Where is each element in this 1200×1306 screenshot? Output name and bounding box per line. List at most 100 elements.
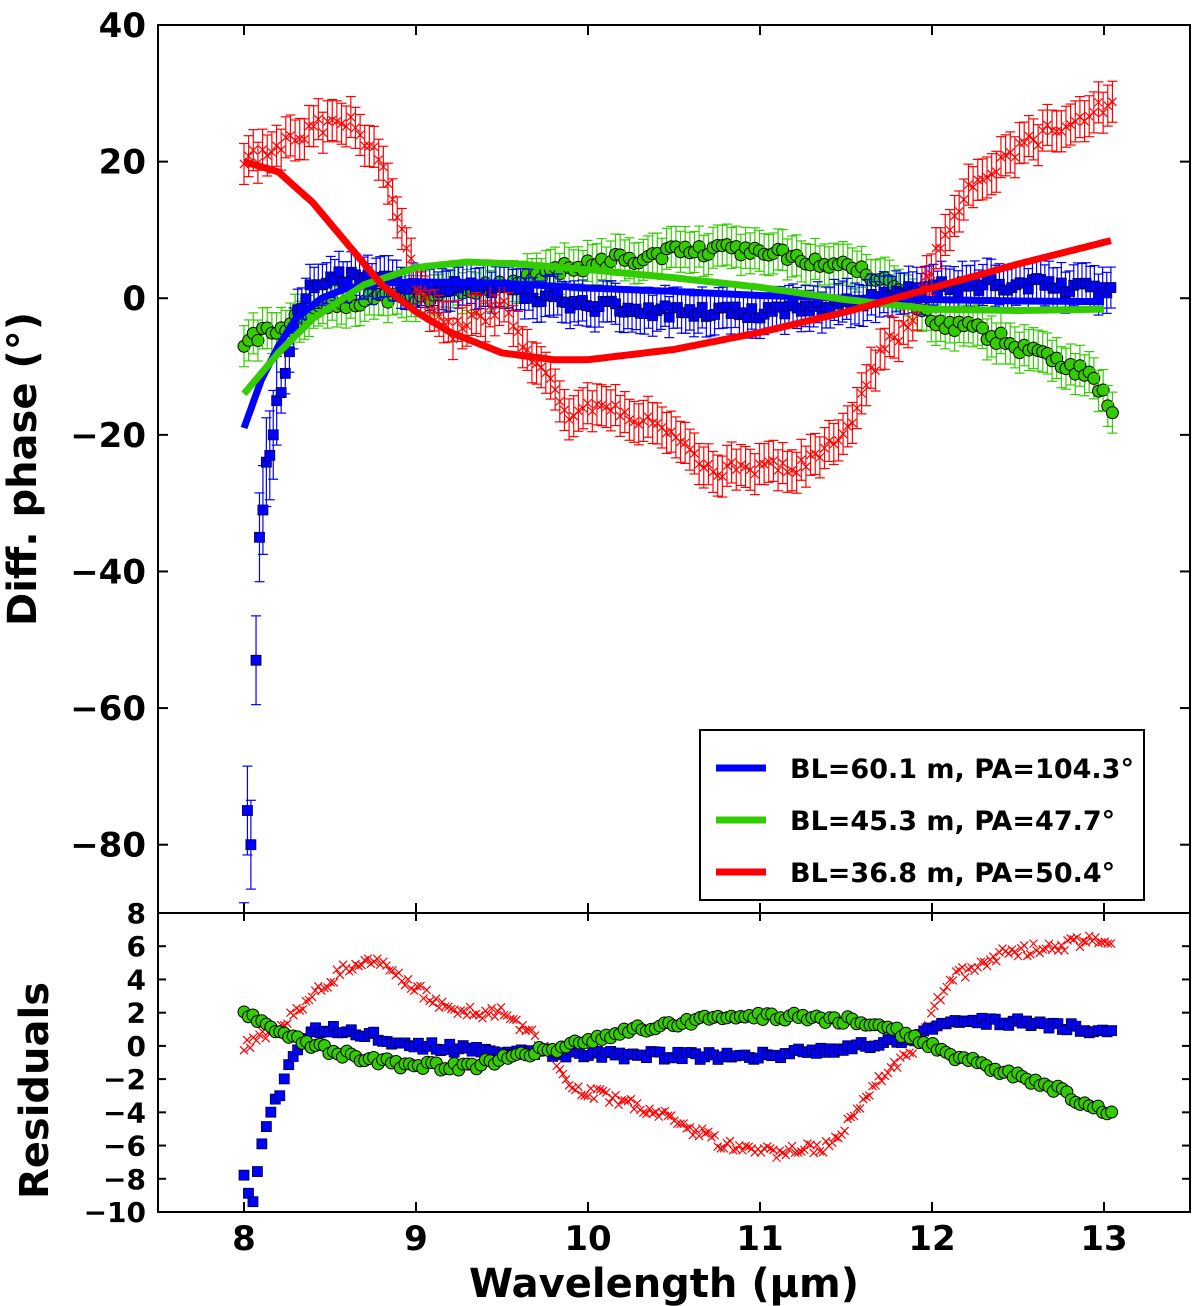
data-point <box>258 145 268 155</box>
residual-point <box>830 1132 840 1142</box>
data-point <box>663 311 675 323</box>
data-point <box>889 333 899 343</box>
model-line-series-2 <box>243 158 1112 364</box>
data-point-stroke <box>713 471 723 481</box>
residual-point-stroke <box>381 961 391 971</box>
residual-point-stroke <box>1050 941 1060 951</box>
data-point-stroke <box>341 121 351 131</box>
data-point-stroke <box>508 321 518 331</box>
residual-point <box>323 983 333 992</box>
data-point <box>611 400 620 410</box>
data-point <box>908 315 918 325</box>
residual-point-stroke <box>926 1008 936 1018</box>
data-point <box>333 266 345 278</box>
data-point <box>276 145 286 155</box>
residual-point <box>301 996 311 1006</box>
data-point-stroke <box>485 301 495 311</box>
residual-point-stroke <box>1103 939 1113 949</box>
residual-point <box>657 1107 667 1117</box>
data-point <box>829 439 839 449</box>
residual-point-stroke <box>521 1026 531 1036</box>
data-point-stroke <box>550 385 560 394</box>
data-point <box>490 310 500 320</box>
data-point <box>267 429 279 441</box>
data-point <box>402 243 411 253</box>
residual-point <box>251 1035 261 1045</box>
residual-point-stroke <box>1106 939 1116 948</box>
data-point <box>374 155 384 165</box>
residual-point <box>1075 942 1085 952</box>
legend: BL=60.1 m, PA=104.3° BL=45.3 m, PA=47.7° B… <box>699 729 1145 901</box>
residual-point <box>685 1123 695 1132</box>
residual-point <box>892 1063 902 1073</box>
residual-point-stroke <box>691 1125 701 1135</box>
residual-point-stroke <box>598 1086 608 1096</box>
data-point <box>778 458 788 468</box>
residual-point <box>855 1104 865 1113</box>
residual-point-stroke <box>329 978 339 987</box>
data-point-stroke <box>666 427 676 437</box>
data-point-stroke <box>996 152 1006 162</box>
main-y-ticks: 40 20 0 −20 −40 −60 −80 <box>70 6 1190 913</box>
residual-point-stroke <box>601 1088 611 1097</box>
residual-point <box>719 1143 729 1153</box>
data-point <box>1087 371 1101 385</box>
data-point-stroke <box>1001 150 1011 160</box>
residual-point <box>477 1013 487 1023</box>
data-point-stroke <box>894 336 904 346</box>
residual-point <box>400 980 410 990</box>
residual-point-stroke <box>437 997 447 1007</box>
data-point <box>866 363 876 373</box>
residual-point-stroke <box>877 1076 887 1086</box>
residual-point <box>416 981 425 991</box>
residual-series-1-points <box>237 1005 1119 1121</box>
data-point <box>1038 126 1048 136</box>
residual-point-stroke <box>846 1112 856 1122</box>
data-point-stroke <box>504 308 514 318</box>
data-point <box>264 449 276 461</box>
data-point <box>959 195 969 204</box>
residuals-y-tick-label: 2 <box>127 997 146 1030</box>
residual-point-stroke <box>412 982 422 991</box>
residual-point-stroke <box>960 972 970 982</box>
data-point-stroke <box>462 321 472 331</box>
data-point-stroke <box>337 119 346 129</box>
x-tick-label: 9 <box>404 1219 428 1259</box>
x-tick-label: 11 <box>736 1219 783 1259</box>
data-point <box>546 374 555 384</box>
residual-point-stroke <box>899 1050 908 1059</box>
data-point-stroke <box>546 374 555 384</box>
data-point-stroke <box>936 243 946 253</box>
residual-point <box>1029 939 1038 949</box>
data-point <box>903 322 913 332</box>
residual-point-stroke <box>1100 937 1110 947</box>
residual-point-stroke <box>827 1138 837 1148</box>
data-point-stroke <box>248 145 258 155</box>
data-point <box>727 458 737 467</box>
residual-point <box>412 982 422 991</box>
residual-point-stroke <box>295 1006 305 1015</box>
residual-point <box>388 965 398 975</box>
data-point <box>369 142 379 152</box>
residual-point-stroke <box>775 1146 785 1156</box>
residual-point-stroke <box>1090 933 1100 942</box>
residual-point <box>728 1145 738 1155</box>
residual-point-stroke <box>679 1119 689 1128</box>
residual-point <box>372 954 382 964</box>
data-point <box>759 459 769 469</box>
residual-point <box>422 985 432 995</box>
data-point-stroke <box>457 323 467 333</box>
data-point-stroke <box>272 141 281 151</box>
data-point <box>975 321 989 335</box>
data-point-stroke <box>903 322 913 332</box>
data-point <box>991 167 1001 177</box>
residual-point <box>238 1169 250 1181</box>
data-point <box>550 385 560 394</box>
data-point-stroke <box>1094 97 1103 107</box>
data-point-stroke <box>1075 112 1085 122</box>
data-point-stroke <box>703 459 713 469</box>
residual-point-stroke <box>416 981 425 991</box>
residual-point <box>871 1081 881 1090</box>
residual-point-stroke <box>663 1111 673 1121</box>
